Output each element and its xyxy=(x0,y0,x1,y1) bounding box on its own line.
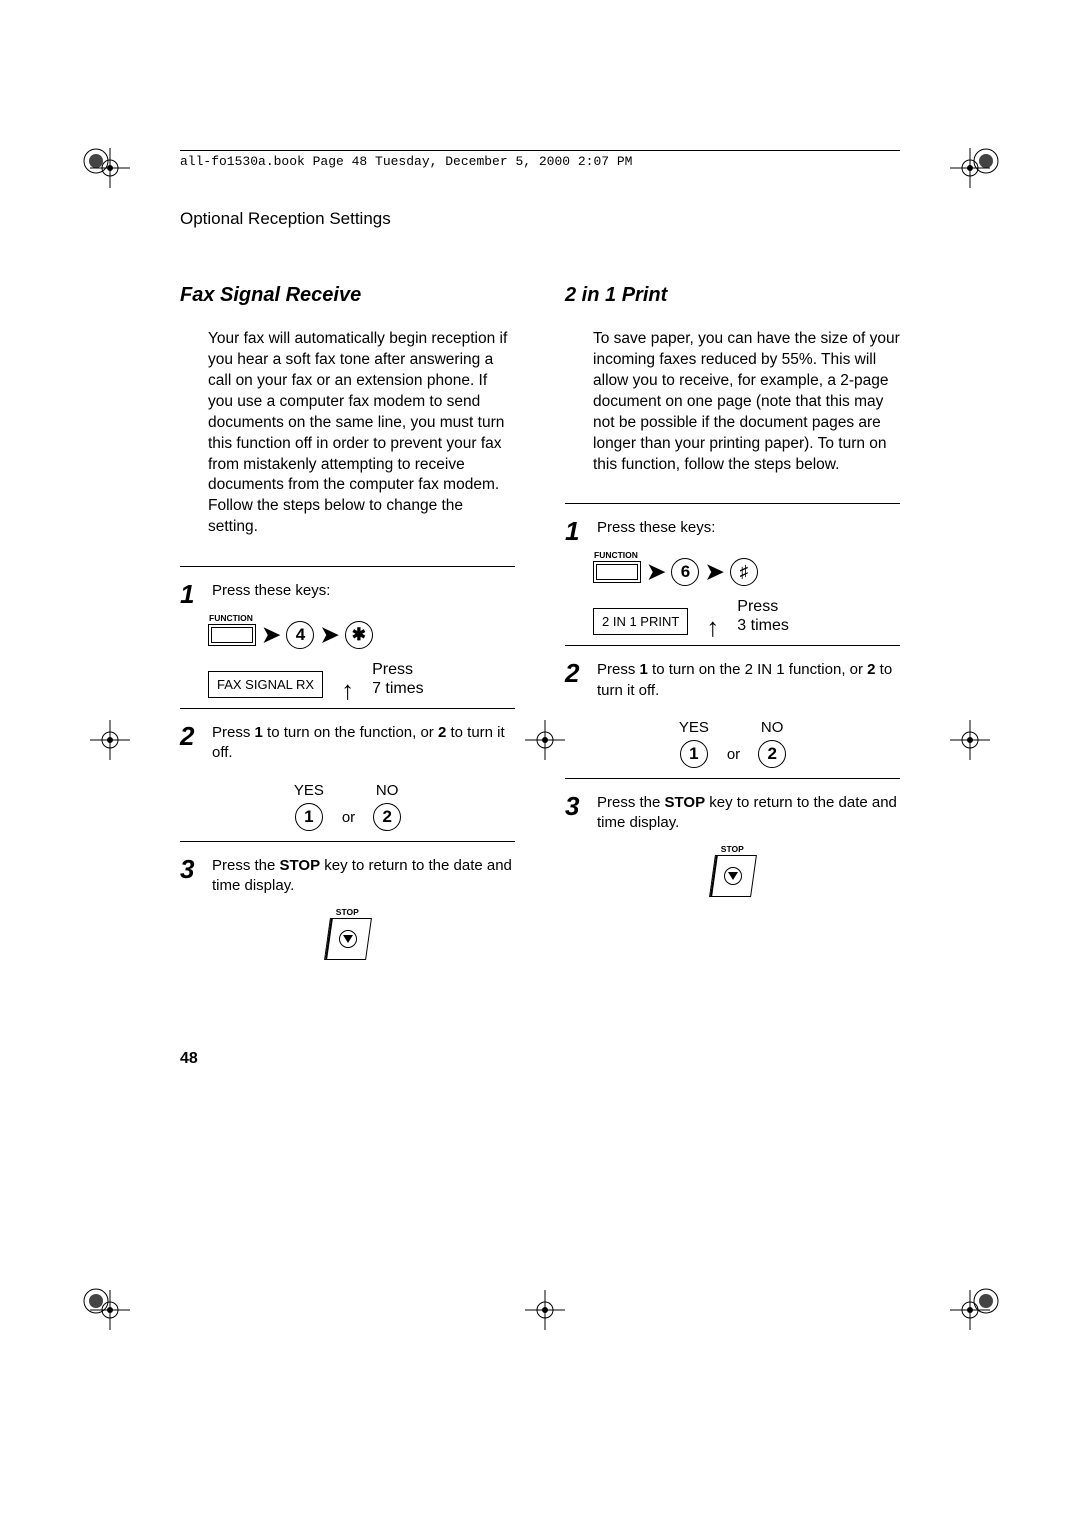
register-mark-icon xyxy=(90,148,130,188)
step-text: Press these keys: xyxy=(212,582,330,599)
number-key-icon: 2 xyxy=(373,803,401,831)
number-key-icon: 4 xyxy=(286,621,314,649)
step-1: 1 Press these keys: xyxy=(565,503,900,544)
step-2: 2 Press 1 to turn on the 2 IN 1 function… xyxy=(565,645,900,701)
register-mark-icon xyxy=(90,1290,130,1330)
function-key-icon: FUNCTION xyxy=(593,561,641,583)
yes-no-diagram: YES 1 or NO 2 xyxy=(565,719,900,768)
intro-text: Your fax will automatically begin recept… xyxy=(208,329,515,538)
yes-no-diagram: YES 1 or NO 2 xyxy=(180,782,515,831)
step-number: 3 xyxy=(565,793,587,819)
or-text: or xyxy=(342,809,355,826)
no-label: NO xyxy=(761,719,784,736)
register-mark-icon xyxy=(525,1290,565,1330)
section-title-fax-signal: Fax Signal Receive xyxy=(180,284,515,307)
stop-key-diagram: STOP xyxy=(565,855,900,897)
key-sequence-diagram: FUNCTION ➤ 6 ➤ ♯ 2 IN 1 PRINT ↑ Press 3 xyxy=(593,558,900,635)
step-number: 2 xyxy=(180,723,202,749)
left-column: Fax Signal Receive Your fax will automat… xyxy=(180,284,515,960)
stop-triangle-icon xyxy=(339,930,357,948)
function-key-icon: FUNCTION xyxy=(208,624,256,646)
register-mark-icon xyxy=(950,1290,990,1330)
star-key-icon: ✱ xyxy=(345,621,373,649)
arrow-right-icon: ➤ xyxy=(320,624,338,646)
lcd-display: 2 IN 1 PRINT xyxy=(593,608,688,635)
stop-key-icon: STOP xyxy=(709,855,757,897)
page-number: 48 xyxy=(180,1050,900,1068)
intro-text: To save paper, you can have the size of … xyxy=(593,329,900,475)
step-number: 1 xyxy=(180,581,202,607)
stop-key-icon: STOP xyxy=(324,918,372,960)
function-label: FUNCTION xyxy=(594,550,638,560)
register-mark-icon xyxy=(950,148,990,188)
step-2: 2 Press 1 to turn on the function, or 2 … xyxy=(180,708,515,764)
no-label: NO xyxy=(376,782,399,799)
press-note: Press 3 times xyxy=(737,597,789,635)
lcd-display: FAX SIGNAL RX xyxy=(208,671,323,698)
step-text: Press 1 to turn on the function, or 2 to… xyxy=(212,723,515,764)
register-mark-icon xyxy=(90,720,130,760)
stop-key-diagram: STOP xyxy=(180,918,515,960)
step-3: 3 Press the STOP key to return to the da… xyxy=(180,841,515,897)
running-header: Optional Reception Settings xyxy=(180,209,900,229)
stop-label: STOP xyxy=(720,844,743,854)
register-mark-icon xyxy=(950,720,990,760)
press-note: Press 7 times xyxy=(372,660,424,698)
section-title-2in1: 2 in 1 Print xyxy=(565,284,900,307)
step-3: 3 Press the STOP key to return to the da… xyxy=(565,778,900,834)
right-column: 2 in 1 Print To save paper, you can have… xyxy=(565,284,900,960)
step-text: Press the STOP key to return to the date… xyxy=(597,793,900,834)
stop-triangle-icon xyxy=(724,867,742,885)
hash-key-icon: ♯ xyxy=(730,558,758,586)
arrow-up-icon: ↑ xyxy=(706,620,719,636)
or-text: or xyxy=(727,746,740,763)
step-number: 1 xyxy=(565,518,587,544)
step-text: Press 1 to turn on the 2 IN 1 function, … xyxy=(597,660,900,701)
crop-header-text: all-fo1530a.book Page 48 Tuesday, Decemb… xyxy=(180,150,900,169)
step-text: Press these keys: xyxy=(597,519,715,536)
arrow-up-icon: ↑ xyxy=(341,683,354,699)
yes-label: YES xyxy=(294,782,324,799)
stop-label: STOP xyxy=(335,907,358,917)
arrow-right-icon: ➤ xyxy=(647,561,665,583)
arrow-right-icon: ➤ xyxy=(705,561,723,583)
number-key-icon: 1 xyxy=(680,740,708,768)
step-number: 2 xyxy=(565,660,587,686)
step-number: 3 xyxy=(180,856,202,882)
yes-label: YES xyxy=(679,719,709,736)
number-key-icon: 1 xyxy=(295,803,323,831)
number-key-icon: 6 xyxy=(671,558,699,586)
key-sequence-diagram: FUNCTION ➤ 4 ➤ ✱ FAX SIGNAL RX ↑ Press xyxy=(208,621,515,698)
arrow-right-icon: ➤ xyxy=(262,624,280,646)
number-key-icon: 2 xyxy=(758,740,786,768)
function-label: FUNCTION xyxy=(209,613,253,623)
step-1: 1 Press these keys: xyxy=(180,566,515,607)
step-text: Press the STOP key to return to the date… xyxy=(212,856,515,897)
